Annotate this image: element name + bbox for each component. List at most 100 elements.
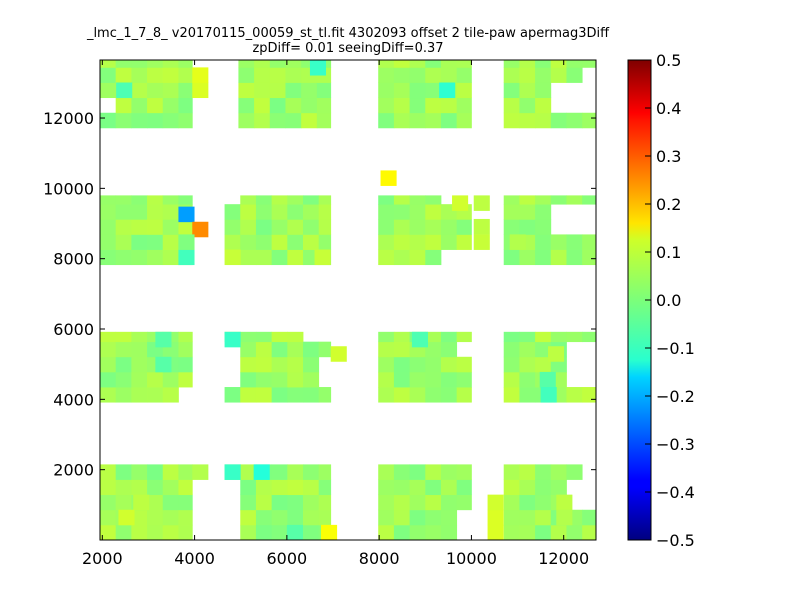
heatmap-cell xyxy=(285,67,302,83)
heatmap-cell xyxy=(582,524,597,541)
heatmap-cell xyxy=(162,112,179,129)
heatmap-cell xyxy=(425,112,442,129)
x-tick-label: 6000 xyxy=(267,549,308,568)
heatmap-cell xyxy=(566,387,583,403)
heatmap-cell xyxy=(456,356,472,373)
heatmap-cell xyxy=(269,82,286,99)
heatmap-cell xyxy=(271,234,288,250)
heatmap-cell-highlight xyxy=(224,331,241,348)
heatmap-cell xyxy=(409,204,426,220)
heatmap-cell xyxy=(238,82,255,99)
heatmap-cell xyxy=(503,331,520,343)
heatmap-cell-highlight xyxy=(118,509,135,526)
heatmap-cell xyxy=(318,509,332,526)
heatmap-cell xyxy=(519,356,536,373)
heatmap-cell xyxy=(255,509,273,526)
heatmap-cell xyxy=(393,112,410,129)
heatmap-cell xyxy=(100,494,117,511)
heatmap-cell xyxy=(519,112,536,129)
heatmap-cell xyxy=(301,97,318,114)
heatmap-cell xyxy=(425,509,442,526)
heatmap-cell-highlight xyxy=(224,249,241,266)
heatmap-cell xyxy=(224,234,241,250)
heatmap-cell xyxy=(224,204,241,220)
heatmap-cell xyxy=(519,249,536,266)
heatmap-cell xyxy=(131,331,148,343)
heatmap-cell xyxy=(393,219,410,235)
heatmap-cell xyxy=(550,60,567,68)
heatmap-cell xyxy=(271,341,288,358)
heatmap-cell xyxy=(535,204,552,220)
heatmap-cell xyxy=(409,60,426,68)
heatmap-cell xyxy=(378,82,395,99)
heatmap-cell xyxy=(393,249,410,266)
heatmap-cell xyxy=(566,195,583,205)
heatmap-cell xyxy=(440,341,458,358)
heatmap-cell xyxy=(131,67,148,83)
heatmap-cell xyxy=(535,67,552,83)
heatmap-cell xyxy=(224,387,241,403)
heatmap-cell xyxy=(550,464,567,480)
heatmap-cell xyxy=(378,234,395,250)
heatmap-cell xyxy=(303,464,320,480)
heatmap-cell xyxy=(582,234,597,250)
heatmap-cell xyxy=(425,331,442,343)
heatmap-cell xyxy=(100,249,117,266)
heatmap-cell xyxy=(378,479,395,496)
y-tick-label: 4000 xyxy=(53,390,94,409)
heatmap-cell xyxy=(287,341,304,358)
heatmap-cell xyxy=(287,195,304,205)
heatmap-cell xyxy=(147,249,164,266)
heatmap-cell xyxy=(271,204,288,220)
heatmap-cell xyxy=(425,67,442,83)
y-tick-label: 2000 xyxy=(53,461,94,480)
heatmap-cell xyxy=(285,97,302,114)
heatmap-cell xyxy=(425,356,442,373)
heatmap-cell xyxy=(115,97,132,114)
heatmap-cell xyxy=(271,464,288,480)
heatmap-cell xyxy=(440,67,458,83)
heatmap-cell xyxy=(503,464,520,480)
heatmap-cell xyxy=(147,204,164,220)
heatmap-cell xyxy=(378,67,395,83)
heatmap-cell xyxy=(131,524,148,541)
heatmap-cell xyxy=(271,249,288,266)
heatmap-cell xyxy=(425,82,442,99)
heatmap-cell xyxy=(409,219,426,235)
heatmap-cell xyxy=(271,356,288,373)
heatmap-cell xyxy=(115,464,132,480)
heatmap-cell xyxy=(178,112,193,129)
x-tick-label: 12000 xyxy=(538,549,589,568)
heatmap-cell-highlight xyxy=(439,82,456,99)
heatmap-cell xyxy=(425,249,442,266)
heatmap-cell xyxy=(115,60,132,68)
heatmap-cell xyxy=(147,97,164,114)
heatmap-cell xyxy=(503,60,520,68)
heatmap-cell xyxy=(393,331,410,343)
heatmap-cell xyxy=(254,97,271,114)
heatmap-cell xyxy=(519,341,536,358)
heatmap-cell xyxy=(240,464,257,480)
heatmap-cell xyxy=(519,60,536,68)
heatmap-cell xyxy=(255,234,273,250)
heatmap-cell xyxy=(162,195,179,205)
heatmap-cell xyxy=(393,234,410,250)
heatmap-cell xyxy=(582,331,597,343)
heatmap-cell xyxy=(131,371,148,388)
heatmap-cell xyxy=(162,494,179,511)
heatmap-cell xyxy=(240,234,257,250)
heatmap-cell xyxy=(456,219,472,235)
heatmap-cell xyxy=(131,509,148,526)
heatmap-cell xyxy=(535,249,552,266)
heatmap-cell xyxy=(269,67,286,83)
heatmap-cell xyxy=(582,112,597,129)
heatmap-cell xyxy=(303,524,320,541)
heatmap-cell xyxy=(131,204,148,220)
heatmap-cell xyxy=(456,371,472,388)
heatmap-cell-highlight xyxy=(192,82,209,99)
heatmap-cell xyxy=(178,67,193,83)
heatmap-cell xyxy=(131,234,148,250)
heatmap-cell xyxy=(115,387,132,403)
heatmap-cell xyxy=(162,249,179,266)
heatmap-cell xyxy=(147,67,164,83)
